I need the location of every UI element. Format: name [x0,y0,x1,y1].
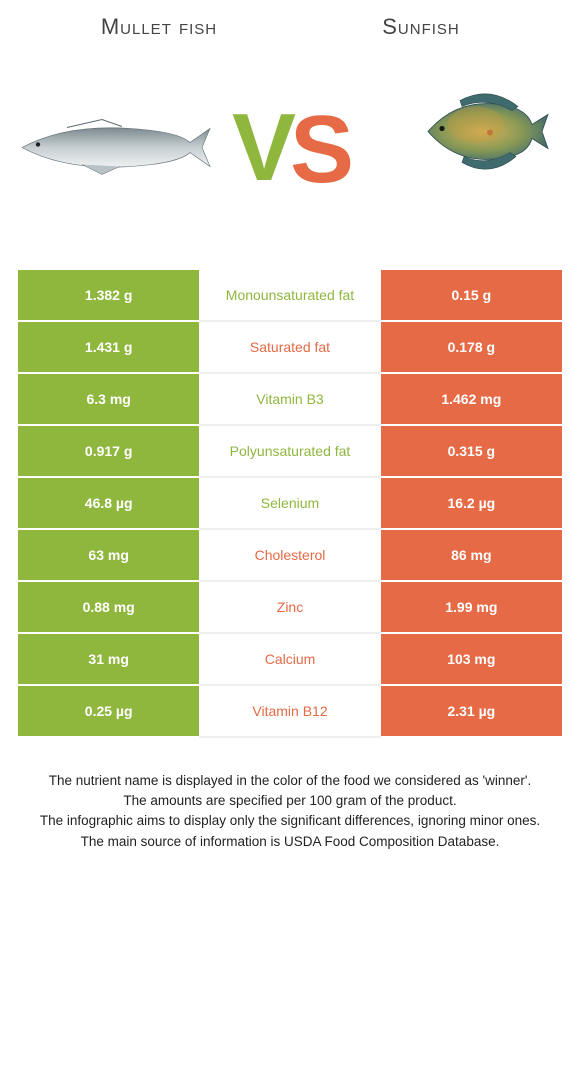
table-row: 1.382 g Monounsaturated fat 0.15 g [18,270,562,322]
value-right: 86 mg [381,530,562,582]
footnote-line: The nutrient name is displayed in the co… [20,772,560,790]
value-left: 46.8 µg [18,478,199,530]
value-left: 1.382 g [18,270,199,322]
value-right: 0.315 g [381,426,562,478]
hero: VS [0,50,580,250]
table-row: 31 mg Calcium 103 mg [18,634,562,686]
nutrient-label: Polyunsaturated fat [199,426,380,478]
table-row: 0.25 µg Vitamin B12 2.31 µg [18,686,562,738]
footnote-line: The infographic aims to display only the… [20,812,560,830]
nutrient-label: Selenium [199,478,380,530]
table-row: 0.917 g Polyunsaturated fat 0.315 g [18,426,562,478]
table-row: 63 mg Cholesterol 86 mg [18,530,562,582]
value-right: 103 mg [381,634,562,686]
value-left: 0.88 mg [18,582,199,634]
mullet-fish-icon [12,113,212,183]
nutrient-label: Cholesterol [199,530,380,582]
footnotes: The nutrient name is displayed in the co… [20,772,560,851]
value-right: 2.31 µg [381,686,562,738]
nutrient-label: Saturated fat [199,322,380,374]
value-right: 0.15 g [381,270,562,322]
value-right: 1.462 mg [381,374,562,426]
table-row: 46.8 µg Selenium 16.2 µg [18,478,562,530]
fish-left-image [12,113,212,188]
value-left: 31 mg [18,634,199,686]
table-row: 0.88 mg Zinc 1.99 mg [18,582,562,634]
value-right: 16.2 µg [381,478,562,530]
title-left: Mullet fish [28,14,290,40]
table-row: 1.431 g Saturated fat 0.178 g [18,322,562,374]
nutrient-table: 1.382 g Monounsaturated fat 0.15 g 1.431… [18,270,562,738]
value-right: 0.178 g [381,322,562,374]
fish-right-image [420,87,550,182]
nutrient-label: Vitamin B3 [199,374,380,426]
value-left: 1.431 g [18,322,199,374]
value-left: 0.917 g [18,426,199,478]
nutrient-label: Calcium [199,634,380,686]
vs-s: S [290,102,348,198]
value-left: 6.3 mg [18,374,199,426]
nutrient-label: Vitamin B12 [199,686,380,738]
title-right: Sunfish [290,14,552,40]
footnote-line: The amounts are specified per 100 gram o… [20,792,560,810]
vs-v: V [232,100,290,196]
sunfish-icon [420,87,550,177]
nutrient-label: Monounsaturated fat [199,270,380,322]
footnote-line: The main source of information is USDA F… [20,833,560,851]
value-left: 0.25 µg [18,686,199,738]
nutrient-label: Zinc [199,582,380,634]
value-left: 63 mg [18,530,199,582]
table-row: 6.3 mg Vitamin B3 1.462 mg [18,374,562,426]
vs-label: VS [232,102,348,198]
value-right: 1.99 mg [381,582,562,634]
